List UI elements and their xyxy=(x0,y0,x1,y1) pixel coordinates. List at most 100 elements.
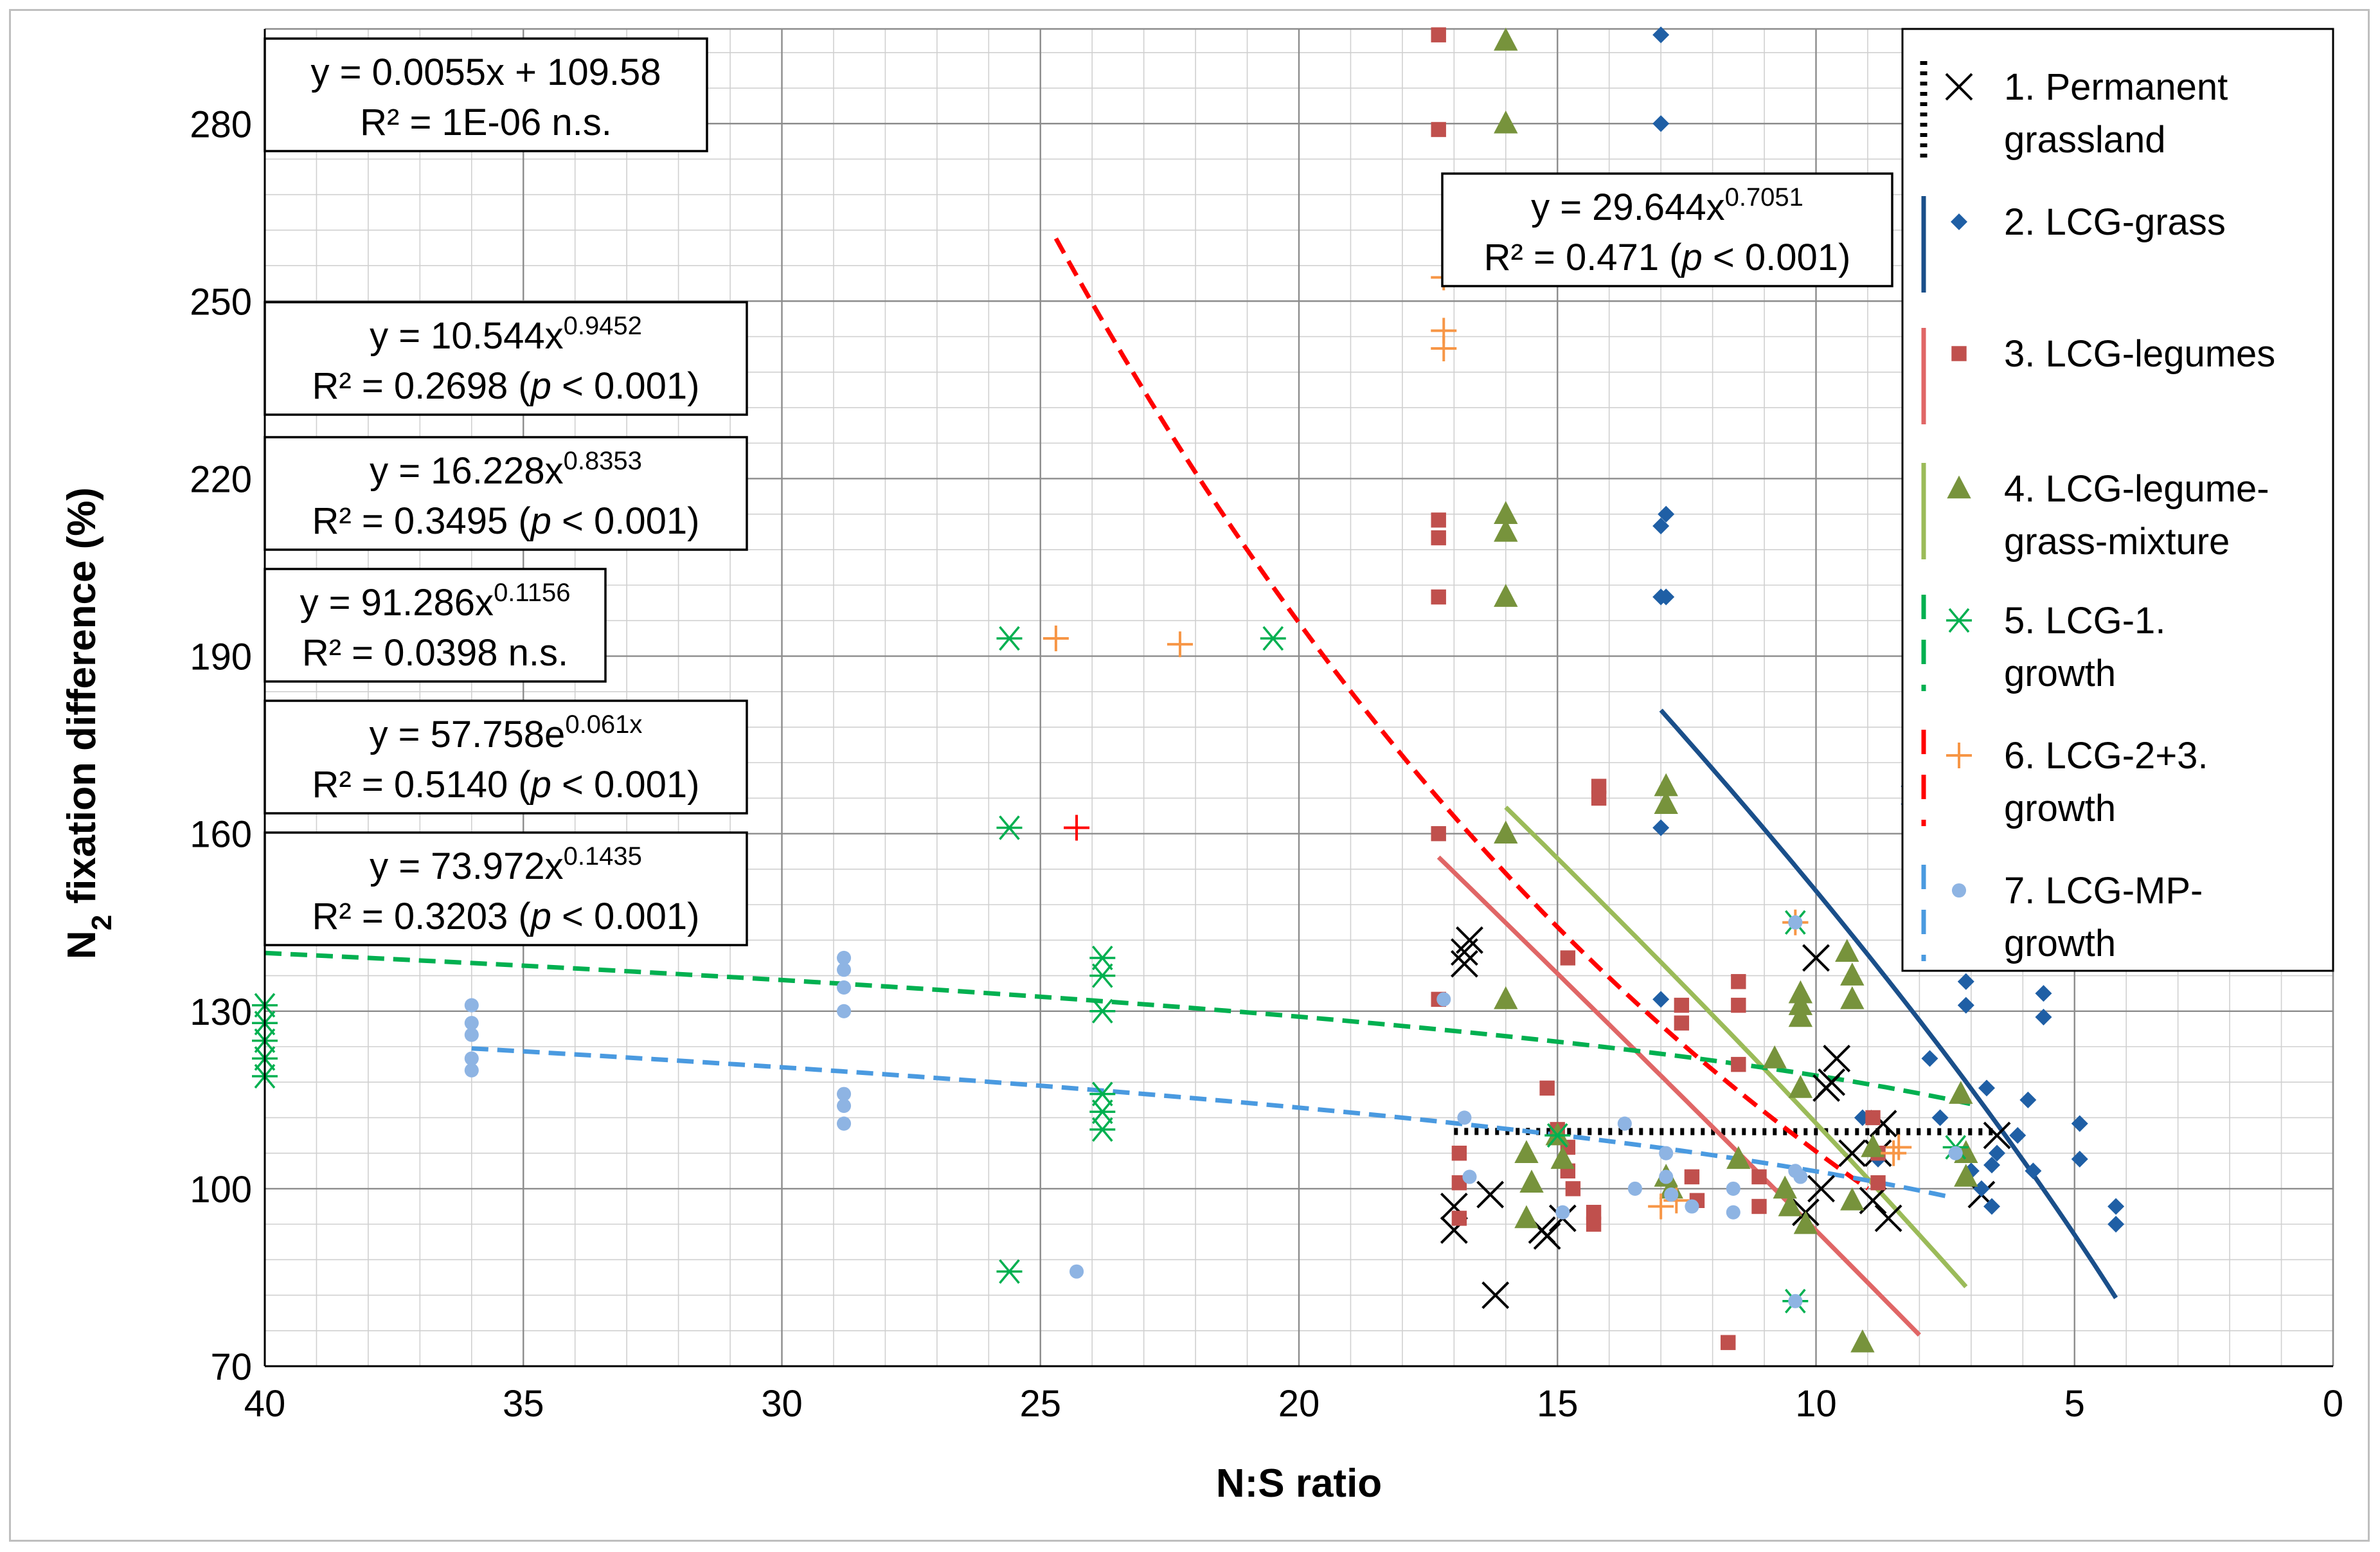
data-point xyxy=(1983,1157,2001,1174)
data-point xyxy=(1983,1121,2011,1150)
data-point xyxy=(836,950,852,966)
data-point xyxy=(1840,986,1865,1009)
data-point xyxy=(1519,1169,1544,1193)
data-point-stroke xyxy=(1983,1121,2011,1150)
data-point xyxy=(1865,1110,1881,1126)
x-tick-label: 40 xyxy=(244,1383,286,1425)
data-point xyxy=(1674,1015,1690,1031)
legend-marker xyxy=(1951,346,1967,361)
data-point xyxy=(1591,779,1607,794)
data-point xyxy=(1565,1181,1581,1196)
legend-label: 5. LCG-1. xyxy=(2004,600,2165,642)
data-point xyxy=(1874,1204,1902,1232)
data-point xyxy=(1674,997,1690,1013)
data-point xyxy=(1431,122,1446,138)
legend-label: growth xyxy=(2004,653,2116,694)
data-point xyxy=(1064,815,1090,841)
legend-entry-7: 7. LCG-MP-growth xyxy=(1921,865,2203,964)
data-point xyxy=(1726,1146,1751,1169)
data-point xyxy=(1949,1081,1973,1104)
data-point xyxy=(2071,1115,2088,1132)
data-point xyxy=(996,815,1023,840)
equation-line-2: R² = 0.471 (p < 0.001) xyxy=(1484,237,1851,278)
x-tick-label: 30 xyxy=(761,1383,803,1425)
data-point xyxy=(2009,1127,2027,1144)
data-point xyxy=(1886,1134,1912,1160)
data-point-stroke xyxy=(1533,1222,1561,1250)
equation-line-2: R² = 0.3495 (p < 0.001) xyxy=(312,500,700,542)
data-point xyxy=(1494,584,1518,607)
data-point xyxy=(2019,1091,2037,1108)
data-point xyxy=(1436,992,1451,1007)
data-point xyxy=(1652,518,1670,535)
data-point xyxy=(1654,773,1678,797)
data-point-stroke xyxy=(1456,926,1483,954)
data-point xyxy=(1457,1110,1472,1125)
equation-box-5: y = 91.286x0.1156 R² = 0.0398 n.s. xyxy=(264,568,607,683)
trendline-series-5 xyxy=(264,950,1972,1106)
data-point-stroke xyxy=(1802,944,1830,972)
data-point xyxy=(1627,1181,1642,1196)
y-tick-label: 220 xyxy=(190,458,252,500)
x-tick-label: 25 xyxy=(1019,1383,1061,1425)
data-point xyxy=(2025,1162,2042,1180)
data-point xyxy=(1823,1045,1851,1072)
data-point xyxy=(1514,1140,1539,1163)
data-point xyxy=(1861,1134,1885,1157)
data-point xyxy=(1658,588,1675,606)
data-point xyxy=(1431,27,1446,42)
data-point xyxy=(2107,1198,2125,1215)
legend: 1. Permanent grassland 2. LCG-grass 3. LCG-… xyxy=(1901,28,2334,972)
data-point xyxy=(1840,962,1865,986)
data-point xyxy=(1726,1205,1740,1220)
data-point xyxy=(996,626,1023,651)
equation-line-1: y = 0.0055x + 109.58 xyxy=(311,51,661,93)
data-point xyxy=(1494,28,1518,51)
data-point xyxy=(1533,1222,1561,1250)
legend-label: growth xyxy=(2004,923,2116,964)
data-point xyxy=(836,1004,852,1018)
y-tick-label: 160 xyxy=(190,814,252,856)
data-point xyxy=(1654,791,1678,814)
data-point xyxy=(1721,1335,1736,1350)
data-point xyxy=(1451,950,1478,978)
legend-marker xyxy=(1951,213,1967,230)
data-point xyxy=(996,1259,1023,1284)
data-point-stroke xyxy=(1091,1099,1113,1124)
data-point xyxy=(1659,1169,1674,1184)
data-point xyxy=(1957,997,1974,1014)
equation-box-border xyxy=(264,699,748,815)
data-point xyxy=(1818,1068,1846,1096)
data-point xyxy=(1840,1187,1865,1211)
y-tick-label: 250 xyxy=(190,281,252,323)
data-point-stroke xyxy=(1091,945,1113,971)
data-point xyxy=(1586,1205,1602,1220)
x-tick-label: 20 xyxy=(1278,1383,1320,1425)
data-point-stroke xyxy=(999,1259,1020,1284)
data-point xyxy=(1089,963,1116,988)
data-point xyxy=(1659,1146,1674,1160)
equation-line-1: y = 57.758e0.061x xyxy=(370,710,643,755)
series-4-points xyxy=(1494,28,1978,1353)
data-point xyxy=(2071,1150,2088,1168)
data-point xyxy=(464,1063,479,1078)
equation-box-border xyxy=(264,301,748,416)
legend-label: 7. LCG-MP- xyxy=(2004,870,2203,912)
legend-marker xyxy=(1946,608,1972,633)
data-point xyxy=(1731,997,1746,1013)
y-tick-label: 190 xyxy=(190,636,252,678)
data-point xyxy=(1788,992,1813,1015)
x-tick-label: 35 xyxy=(503,1383,544,1425)
equation-line-2: R² = 0.2698 (p < 0.001) xyxy=(312,365,700,407)
chart-frame xyxy=(9,9,2370,1542)
data-point-stroke xyxy=(1091,963,1113,988)
equation-box-7: y = 73.972x0.1435 R² = 0.3203 (p < 0.001) xyxy=(264,831,748,946)
data-point-stroke xyxy=(1476,1180,1505,1209)
equation-box-border xyxy=(1441,172,1893,287)
y-axis-title: N2 fixation difference (%) xyxy=(60,487,118,959)
data-point xyxy=(1658,505,1675,523)
equation-box-2: y = 29.644x0.7051 R² = 0.471 (p < 0.001) xyxy=(1441,172,1893,287)
data-point xyxy=(1788,915,1803,930)
y-tick-label: 70 xyxy=(210,1346,252,1388)
data-point xyxy=(1451,1211,1467,1226)
